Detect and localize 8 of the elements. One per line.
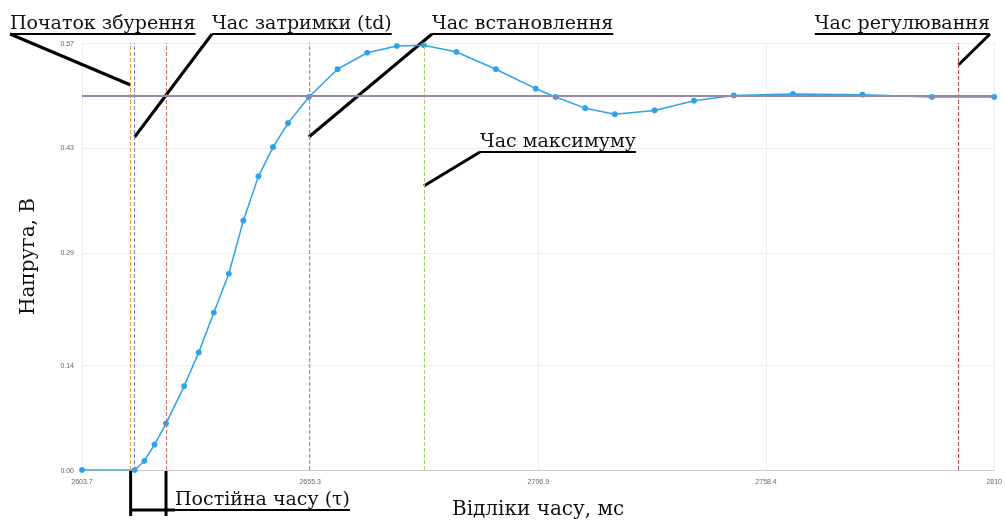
ref-line-label: Початок збурення xyxy=(10,10,196,33)
y-axis-title: Напруга, В xyxy=(15,197,39,316)
ref-line-label: Час встановлення xyxy=(432,10,614,33)
ref-line-label: Час затримки (td) xyxy=(212,10,392,33)
ref-line-label: Постійна часу (τ) xyxy=(175,486,351,509)
x-axis-title: Відліки часу, мс xyxy=(451,496,625,520)
ref-line-label: Час максимуму xyxy=(480,128,636,151)
ref-line-label: Час регулювання xyxy=(814,10,990,33)
